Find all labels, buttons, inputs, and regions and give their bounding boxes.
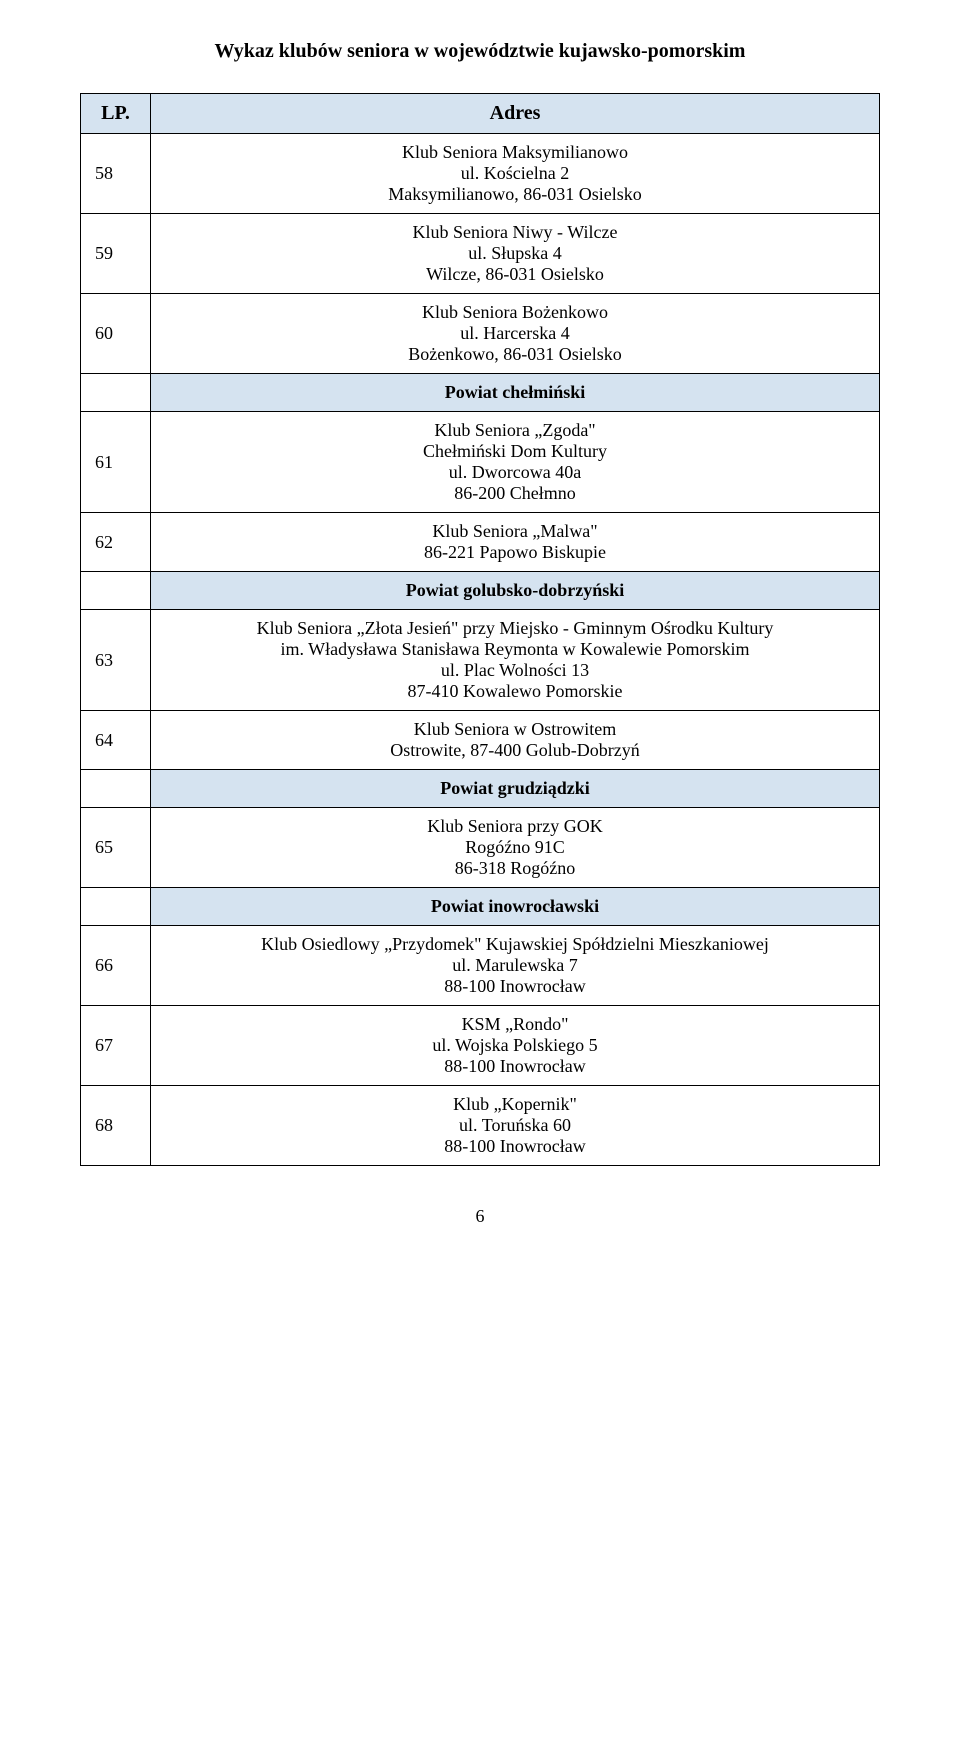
address-line: Klub Seniora „Malwa" (161, 521, 869, 542)
address-line: 87-410 Kowalewo Pomorskie (161, 681, 869, 702)
table-row: 66 Klub Osiedlowy „Przydomek" Kujawskiej … (81, 926, 880, 1006)
table-row: 59Klub Seniora Niwy - Wilczeul. Słupska … (81, 214, 880, 294)
address-line: ul. Harcerska 4 (161, 323, 869, 344)
section-lp-empty (81, 888, 151, 926)
table-row: 63 Klub Seniora „Złota Jesień" przy Miejs… (81, 610, 880, 711)
cell-lp: 66 (81, 926, 151, 1006)
address-line: Ostrowite, 87-400 Golub-Dobrzyń (161, 740, 869, 761)
clubs-table: LP. Adres 58Klub Seniora Maksymilianowou… (80, 93, 880, 1166)
table-row: 58Klub Seniora Maksymilianowoul. Kościel… (81, 134, 880, 214)
cell-lp: 61 (81, 412, 151, 513)
cell-address: Klub „Kopernik"ul. Toruńska 6088-100 Ino… (151, 1086, 880, 1166)
section-lp-empty (81, 770, 151, 808)
address-line: Klub Seniora Bożenkowo (161, 302, 869, 323)
section-header: Powiat inowrocławski (151, 888, 880, 926)
cell-lp: 62 (81, 513, 151, 572)
table-row: Powiat golubsko-dobrzyński (81, 572, 880, 610)
address-line: ul. Plac Wolności 13 (161, 660, 869, 681)
address-line: Klub Seniora w Ostrowitem (161, 719, 869, 740)
cell-lp: 64 (81, 711, 151, 770)
table-row: Powiat grudziądzki (81, 770, 880, 808)
table-row: 64Klub Seniora w OstrowitemOstrowite, 87… (81, 711, 880, 770)
address-line: ul. Wojska Polskiego 5 (161, 1035, 869, 1056)
address-line: Klub Osiedlowy „Przydomek" Kujawskiej Sp… (161, 934, 869, 955)
address-line: ul. Toruńska 60 (161, 1115, 869, 1136)
section-lp-empty (81, 572, 151, 610)
address-line: 88-100 Inowrocław (161, 1136, 869, 1157)
address-line: 86-221 Papowo Biskupie (161, 542, 869, 563)
table-row: Powiat chełmiński (81, 374, 880, 412)
address-line: im. Władysława Stanisława Reymonta w Kow… (161, 639, 869, 660)
table-header-row: LP. Adres (81, 94, 880, 134)
cell-lp: 60 (81, 294, 151, 374)
address-line: Klub Seniora „Zgoda" (161, 420, 869, 441)
address-line: 86-318 Rogóźno (161, 858, 869, 879)
address-line: Chełmiński Dom Kultury (161, 441, 869, 462)
table-row: 61Klub Seniora „Zgoda"Chełmiński Dom Kul… (81, 412, 880, 513)
table-row: 67KSM „Rondo"ul. Wojska Polskiego 588-10… (81, 1006, 880, 1086)
address-line: 88-100 Inowrocław (161, 1056, 869, 1077)
section-header: Powiat grudziądzki (151, 770, 880, 808)
address-line: Bożenkowo, 86-031 Osielsko (161, 344, 869, 365)
section-lp-empty (81, 374, 151, 412)
table-row: 60Klub Seniora Bożenkowoul. Harcerska 4B… (81, 294, 880, 374)
address-line: Rogóźno 91C (161, 837, 869, 858)
table-row: 68Klub „Kopernik"ul. Toruńska 6088-100 I… (81, 1086, 880, 1166)
address-line: Klub Seniora Niwy - Wilcze (161, 222, 869, 243)
cell-address: KSM „Rondo"ul. Wojska Polskiego 588-100 … (151, 1006, 880, 1086)
address-line: ul. Marulewska 7 (161, 955, 869, 976)
cell-address: Klub Seniora przy GOKRogóźno 91C86-318 R… (151, 808, 880, 888)
section-header: Powiat chełmiński (151, 374, 880, 412)
address-line: Klub Seniora „Złota Jesień" przy Miejsko… (161, 618, 869, 639)
cell-lp: 68 (81, 1086, 151, 1166)
cell-address: Klub Seniora „Zgoda"Chełmiński Dom Kultu… (151, 412, 880, 513)
cell-lp: 67 (81, 1006, 151, 1086)
cell-address: Klub Seniora „Złota Jesień" przy Miejsko… (151, 610, 880, 711)
cell-address: Klub Seniora Bożenkowoul. Harcerska 4Boż… (151, 294, 880, 374)
address-line: Wilcze, 86-031 Osielsko (161, 264, 869, 285)
address-line: Maksymilianowo, 86-031 Osielsko (161, 184, 869, 205)
cell-address: Klub Seniora w OstrowitemOstrowite, 87-4… (151, 711, 880, 770)
page-title: Wykaz klubów seniora w województwie kuja… (80, 40, 880, 63)
table-body: 58Klub Seniora Maksymilianowoul. Kościel… (81, 134, 880, 1166)
address-line: ul. Kościelna 2 (161, 163, 869, 184)
cell-address: Klub Seniora Niwy - Wilczeul. Słupska 4W… (151, 214, 880, 294)
address-line: KSM „Rondo" (161, 1014, 869, 1035)
cell-lp: 59 (81, 214, 151, 294)
address-line: ul. Dworcowa 40a (161, 462, 869, 483)
section-header: Powiat golubsko-dobrzyński (151, 572, 880, 610)
table-row: Powiat inowrocławski (81, 888, 880, 926)
page-number: 6 (80, 1206, 880, 1227)
address-line: 86-200 Chełmno (161, 483, 869, 504)
address-line: ul. Słupska 4 (161, 243, 869, 264)
table-row: 62Klub Seniora „Malwa"86-221 Papowo Bisk… (81, 513, 880, 572)
cell-address: Klub Seniora „Malwa"86-221 Papowo Biskup… (151, 513, 880, 572)
cell-address: Klub Seniora Maksymilianowoul. Kościelna… (151, 134, 880, 214)
header-addr: Adres (151, 94, 880, 134)
address-line: 88-100 Inowrocław (161, 976, 869, 997)
cell-address: Klub Osiedlowy „Przydomek" Kujawskiej Sp… (151, 926, 880, 1006)
table-row: 65Klub Seniora przy GOKRogóźno 91C86-318… (81, 808, 880, 888)
address-line: Klub Seniora przy GOK (161, 816, 869, 837)
address-line: Klub „Kopernik" (161, 1094, 869, 1115)
address-line: Klub Seniora Maksymilianowo (161, 142, 869, 163)
cell-lp: 63 (81, 610, 151, 711)
cell-lp: 65 (81, 808, 151, 888)
cell-lp: 58 (81, 134, 151, 214)
header-lp: LP. (81, 94, 151, 134)
